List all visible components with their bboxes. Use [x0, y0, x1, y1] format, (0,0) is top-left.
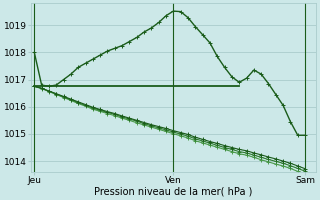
- X-axis label: Pression niveau de la mer( hPa ): Pression niveau de la mer( hPa ): [94, 187, 252, 197]
